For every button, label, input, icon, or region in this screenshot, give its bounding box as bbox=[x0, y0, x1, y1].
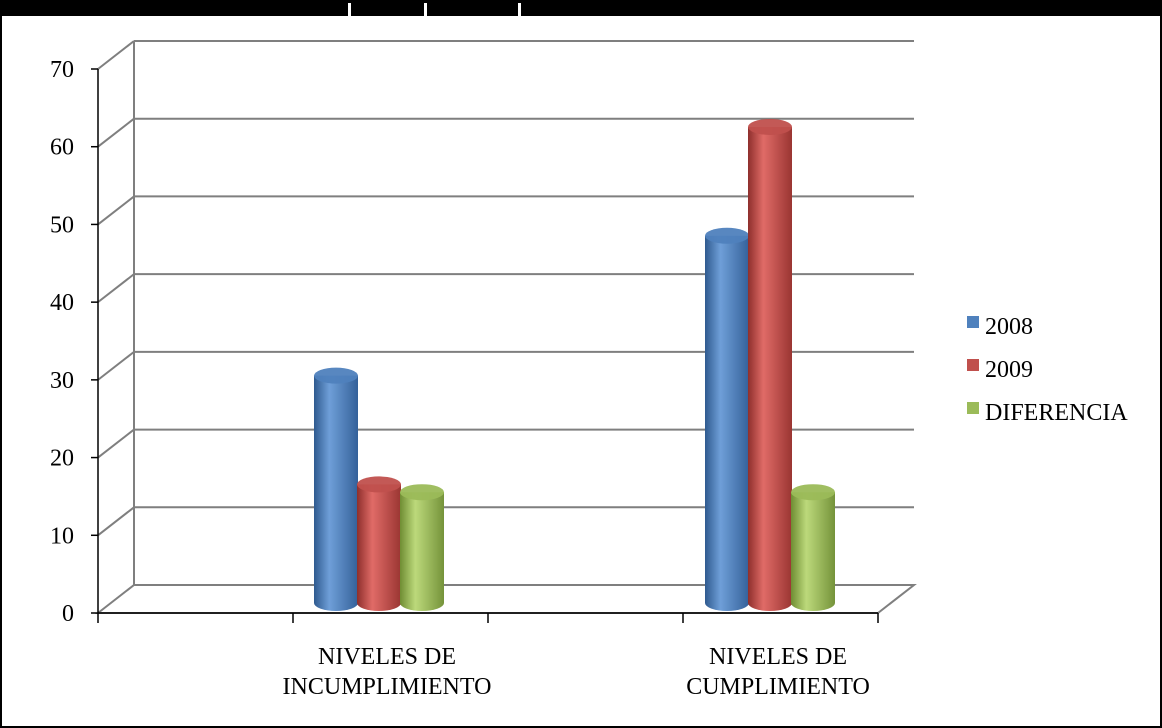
y-tick-label: 30 bbox=[50, 368, 74, 394]
legend-swatch-diferencia bbox=[967, 402, 979, 414]
top-border-notch bbox=[348, 3, 351, 16]
bar-2009-1 bbox=[357, 476, 401, 611]
y-tick-label: 10 bbox=[50, 523, 74, 549]
bars bbox=[314, 118, 835, 611]
y-tick-label: 50 bbox=[50, 212, 74, 238]
y-tick-label: 0 bbox=[62, 601, 74, 627]
bar-2008-1 bbox=[314, 367, 358, 611]
y-tick-label: 20 bbox=[50, 446, 74, 472]
bar-diferencia-1 bbox=[400, 484, 444, 611]
y-axis: 0 10 20 30 40 50 60 70 bbox=[50, 57, 879, 627]
category-label: NIVELES DE CUMPLIMIENTO bbox=[686, 644, 870, 700]
gridline-side bbox=[97, 428, 135, 459]
legend-swatch-2009 bbox=[967, 359, 979, 371]
gridline-side bbox=[97, 351, 135, 381]
legend-swatch-2008 bbox=[967, 316, 979, 328]
top-border-notch bbox=[424, 3, 427, 16]
x-axis-labels: NIVELES DE INCUMPLIMIENTO NIVELES DE CUMPLI… bbox=[283, 644, 870, 700]
y-tick-label: 40 bbox=[50, 290, 74, 316]
bar-2008-2 bbox=[705, 227, 749, 611]
legend: 2008 2009 DIFERENCIA bbox=[967, 314, 1128, 426]
gridline-side bbox=[97, 117, 135, 148]
gridline-side bbox=[97, 40, 135, 70]
gridline-side bbox=[97, 506, 135, 537]
top-border-notch bbox=[518, 3, 521, 16]
bar-2009-2 bbox=[748, 118, 792, 611]
legend-label-2008: 2008 bbox=[985, 314, 1033, 340]
gridline-side bbox=[97, 273, 135, 303]
y-tick-label: 60 bbox=[50, 135, 74, 161]
y-tick-label: 70 bbox=[50, 57, 74, 83]
top-border-band bbox=[0, 0, 1162, 16]
legend-label-2009: 2009 bbox=[985, 357, 1033, 383]
category-label: NIVELES DE INCUMPLIMIENTO bbox=[283, 644, 492, 700]
gridline-side bbox=[97, 195, 135, 226]
bar-diferencia-2 bbox=[791, 484, 835, 611]
legend-label-diferencia: DIFERENCIA bbox=[985, 400, 1128, 426]
